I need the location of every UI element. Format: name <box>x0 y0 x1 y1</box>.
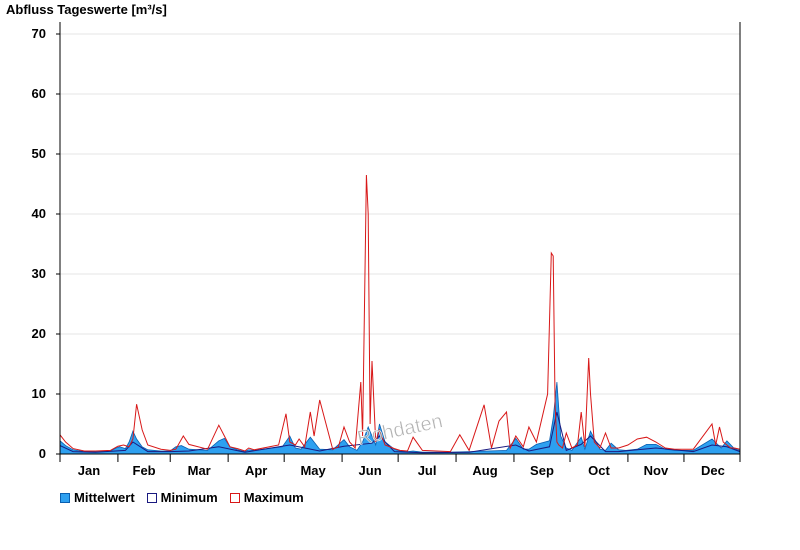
x-tick-label: Jul <box>418 463 437 478</box>
x-tick-label: Aug <box>472 463 497 478</box>
grid-layer <box>60 33 740 395</box>
y-tick-label: 50 <box>32 146 46 161</box>
series-layer <box>59 174 741 455</box>
x-tick-label: Mar <box>188 463 211 478</box>
legend-item-mean: Mittelwert <box>60 490 135 505</box>
x-tick-label: Oct <box>588 463 610 478</box>
legend-item-max: Maximum <box>229 490 304 505</box>
legend-label-max: Maximum <box>243 490 304 505</box>
x-tick-label: Apr <box>245 463 267 478</box>
legend: Mittelwert Minimum Maximum <box>60 490 304 505</box>
legend-label-min: Minimum <box>160 490 218 505</box>
y-tick-label: 0 <box>39 446 46 461</box>
chart-title: Abfluss Tageswerte [m³/s] <box>6 2 167 17</box>
y-tick-label: 30 <box>32 266 46 281</box>
y-tick-label: 70 <box>32 26 46 41</box>
legend-swatch-mean <box>60 492 70 503</box>
watermark: Rohdaten <box>355 410 444 450</box>
legend-swatch-min <box>146 492 157 503</box>
x-tick-label: Sep <box>530 463 554 478</box>
series-minimum-line <box>59 411 741 454</box>
series-maximum-line <box>59 174 741 453</box>
x-tick-label: Dec <box>701 463 725 478</box>
y-tick-label: 10 <box>32 386 46 401</box>
x-tick-label: Jan <box>78 463 100 478</box>
y-tick-label: 40 <box>32 206 46 221</box>
x-tick-label: Feb <box>133 463 156 478</box>
x-tick-label: Nov <box>644 463 669 478</box>
legend-swatch-max <box>229 492 240 503</box>
x-tick-label: Jun <box>359 463 382 478</box>
y-tick-label: 20 <box>32 326 46 341</box>
legend-item-min: Minimum <box>146 490 218 505</box>
axis-layer: 0 10 20 30 40 50 60 70 Jan Feb Mar Apr May Jun Jul Aug S… <box>32 22 741 478</box>
y-tick-label: 60 <box>32 86 46 101</box>
x-tick-label: May <box>300 463 326 478</box>
legend-label-mean: Mittelwert <box>74 490 135 505</box>
